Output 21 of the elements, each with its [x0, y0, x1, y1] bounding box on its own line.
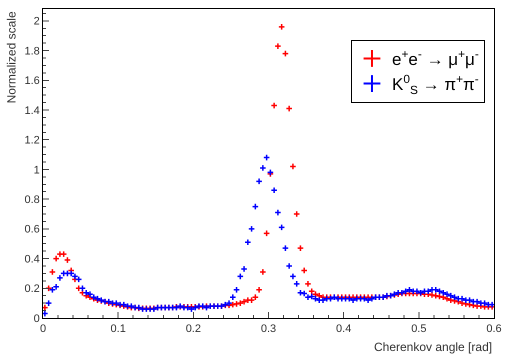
y-tick-label: 0.8 [24, 194, 40, 206]
y-tick-label: 1.2 [24, 134, 40, 147]
y-tick-label: 0.2 [24, 283, 40, 296]
y-tick-label: 1.8 [24, 45, 40, 58]
y-tick-label: 1.6 [24, 75, 40, 88]
y-tick-label: 2 [34, 16, 40, 28]
x-tick-label: 0.4 [336, 323, 352, 336]
y-axis-title: Normalized scale [4, 11, 18, 104]
x-tick-label: 0.5 [411, 323, 426, 336]
y-tick-label: 1.4 [24, 104, 40, 117]
x-tick-label: 0.6 [486, 323, 502, 336]
x-axis-title: Cherenkov angle [rad] [374, 340, 492, 354]
x-tick-label: 0.3 [260, 323, 276, 336]
y-tick-label: 0.4 [24, 253, 40, 266]
y-tick-label: 1 [34, 164, 40, 176]
legend-label: K$^{0}$$_{S}$ → π$^{+}$π$^{-}$ [392, 72, 479, 97]
y-tick-label: 0.6 [24, 224, 40, 236]
x-tick-label: 0.2 [186, 323, 201, 336]
y-tick-label: 0 [34, 312, 40, 325]
x-tick-label: 0.1 [110, 323, 126, 336]
legend-label: e$^{+}$e$^{-}$ → μ$^{+}$μ$^{-}$ [392, 46, 479, 70]
